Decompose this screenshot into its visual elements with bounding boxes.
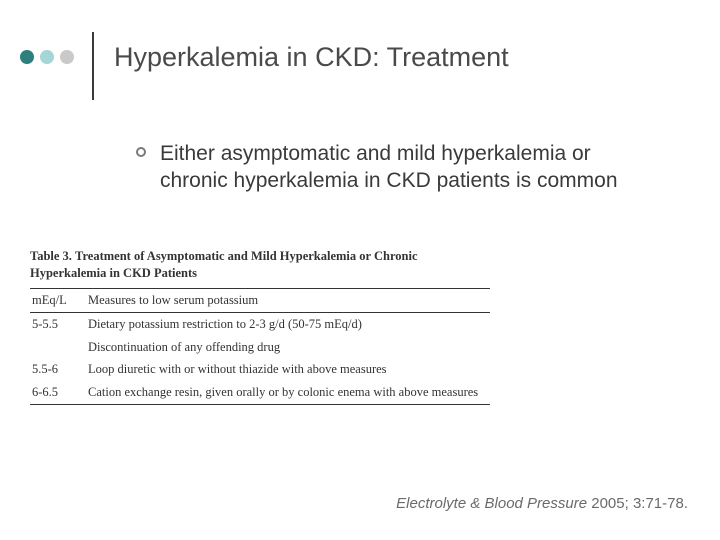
row-measure: Discontinuation of any offending drug	[86, 336, 490, 359]
treatment-table: Table 3. Treatment of Asymptomatic and M…	[30, 248, 490, 405]
title-divider	[92, 32, 94, 100]
table-caption-text: Treatment of Asymptomatic and Mild Hyper…	[30, 249, 418, 280]
row-range: 5-5.5	[30, 313, 86, 336]
dot-1	[20, 50, 34, 64]
row-range: 6-6.5	[30, 381, 86, 404]
table-caption: Table 3. Treatment of Asymptomatic and M…	[30, 248, 490, 282]
table-body: mEq/L Measures to low serum potassium 5-…	[30, 288, 490, 405]
bullet-item: Either asymptomatic and mild hyperkalemi…	[136, 140, 660, 195]
table-row: 5-5.5Dietary potassium restriction to 2-…	[30, 313, 490, 336]
citation: Electrolyte & Blood Pressure 2005; 3:71-…	[396, 495, 688, 512]
table-row: Discontinuation of any offending drug	[30, 336, 490, 359]
bullet-text: Either asymptomatic and mild hyperkalemi…	[160, 140, 660, 195]
row-range	[30, 336, 86, 359]
row-range: 5.5-6	[30, 358, 86, 381]
table-header-row: mEq/L Measures to low serum potassium	[30, 289, 490, 312]
row-measure: Cation exchange resin, given orally or b…	[86, 381, 490, 404]
row-measure: Dietary potassium restriction to 2-3 g/d…	[86, 313, 490, 336]
slide-title: Hyperkalemia in CKD: Treatment	[114, 42, 509, 73]
table-row: 6-6.5Cation exchange resin, given orally…	[30, 381, 490, 404]
table-caption-label: Table 3.	[30, 249, 72, 263]
dot-3	[60, 50, 74, 64]
dot-2	[40, 50, 54, 64]
row-measure: Loop diuretic with or without thiazide w…	[86, 358, 490, 381]
decorative-dots	[20, 50, 74, 64]
table-row: 5.5-6Loop diuretic with or without thiaz…	[30, 358, 490, 381]
citation-journal: Electrolyte & Blood Pressure	[396, 495, 587, 512]
slide-header: Hyperkalemia in CKD: Treatment	[20, 32, 509, 100]
table-header-col1: mEq/L	[30, 289, 86, 312]
table-header-col2: Measures to low serum potassium	[86, 289, 490, 312]
bullet-marker-icon	[136, 147, 146, 157]
citation-details: 2005; 3:71-78.	[587, 495, 688, 512]
